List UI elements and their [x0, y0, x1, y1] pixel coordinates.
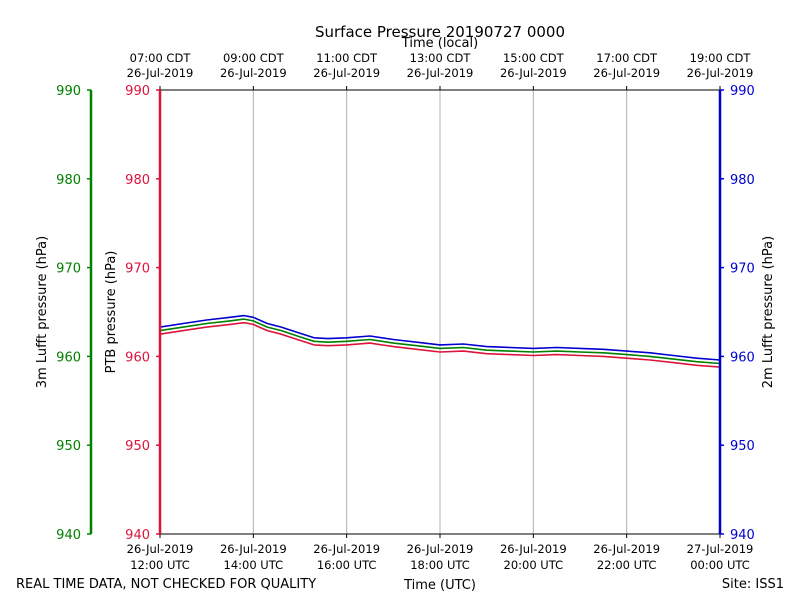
lufft2m-tick-label: 990: [730, 84, 755, 99]
lufft3m-tick-label: 980: [56, 173, 81, 188]
bottom-x-tick-date: 26-Jul-2019: [593, 542, 660, 556]
bottom-x-tick-date: 26-Jul-2019: [127, 542, 194, 556]
top-x-tick-time: 09:00 CDT: [223, 51, 285, 65]
bottom-x-tick-time: 12:00 UTC: [130, 558, 190, 572]
top-x-tick-date: 26-Jul-2019: [313, 66, 380, 80]
lufft2m-tick-label: 940: [730, 528, 755, 543]
top-x-tick-time: 13:00 CDT: [410, 51, 472, 65]
top-x-tick-time: 11:00 CDT: [316, 51, 378, 65]
lufft3m-tick-label: 990: [56, 84, 81, 99]
top-x-tick-date: 26-Jul-2019: [593, 66, 660, 80]
top-x-tick-time: 17:00 CDT: [596, 51, 658, 65]
lufft3m-axis-label: 3m Lufft pressure (hPa): [35, 236, 50, 388]
bottom-axis-label: Time (UTC): [403, 578, 476, 593]
bottom-x-tick-time: 20:00 UTC: [504, 558, 564, 572]
grid-lines: [252, 90, 628, 534]
bottom-x-tick-date: 26-Jul-2019: [407, 542, 474, 556]
bottom-x-tick-date: 26-Jul-2019: [313, 542, 380, 556]
top-x-tick-time: 15:00 CDT: [503, 51, 565, 65]
bottom-x-tick-time: 16:00 UTC: [317, 558, 377, 572]
chart-title: Surface Pressure 20190727 0000: [315, 23, 565, 41]
lufft3m-tick-label: 940: [56, 528, 81, 543]
lufft2m-tick-label: 970: [730, 262, 755, 277]
quality-disclaimer: REAL TIME DATA, NOT CHECKED FOR QUALITY: [16, 577, 316, 592]
plot-frame: [89, 89, 722, 535]
top-axis-label: Time (local): [401, 36, 478, 51]
ptb-tick-label: 980: [125, 173, 150, 188]
top-x-tick-date: 26-Jul-2019: [220, 66, 287, 80]
series-line-2m-lufft-pressure: [159, 314, 721, 361]
lufft2m-axis-label: 2m Lufft pressure (hPa): [761, 236, 776, 388]
top-x-tick-date: 26-Jul-2019: [500, 66, 567, 80]
lufft2m-tick-label: 980: [730, 173, 755, 188]
bottom-x-tick-date: 26-Jul-2019: [220, 542, 287, 556]
bottom-x-tick-time: 22:00 UTC: [597, 558, 657, 572]
site-label: Site: ISS1: [722, 577, 784, 592]
ptb-tick-label: 970: [125, 262, 150, 277]
series-line-ptb-pressure: [159, 321, 721, 368]
lufft2m-tick-label: 960: [730, 350, 755, 365]
top-x-tick-date: 26-Jul-2019: [687, 66, 754, 80]
lufft3m-tick-label: 960: [56, 350, 81, 365]
lufft3m-tick-label: 970: [56, 262, 81, 277]
top-x-tick-time: 19:00 CDT: [690, 51, 752, 65]
axis-ticks: 940 940 940 950 950 950 960 960 960 970 970 970 980 9…: [56, 51, 755, 572]
ptb-axis-label: PTB pressure (hPa): [104, 251, 119, 374]
series-line-3m-lufft-pressure: [159, 318, 721, 365]
bottom-x-tick-time: 18:00 UTC: [410, 558, 470, 572]
bottom-x-tick-time: 00:00 UTC: [690, 558, 750, 572]
ptb-tick-label: 960: [125, 350, 150, 365]
ptb-tick-label: 940: [125, 528, 150, 543]
lufft2m-tick-label: 950: [730, 439, 755, 454]
ptb-tick-label: 950: [125, 439, 150, 454]
top-x-tick-date: 26-Jul-2019: [407, 66, 474, 80]
bottom-x-tick-date: 27-Jul-2019: [687, 542, 754, 556]
lufft3m-tick-label: 950: [56, 439, 81, 454]
series-lines: [159, 314, 721, 368]
ptb-tick-label: 990: [125, 84, 150, 99]
bottom-x-tick-time: 14:00 UTC: [224, 558, 284, 572]
top-x-tick-time: 07:00 CDT: [130, 51, 192, 65]
bottom-x-tick-date: 26-Jul-2019: [500, 542, 567, 556]
top-x-tick-date: 26-Jul-2019: [127, 66, 194, 80]
